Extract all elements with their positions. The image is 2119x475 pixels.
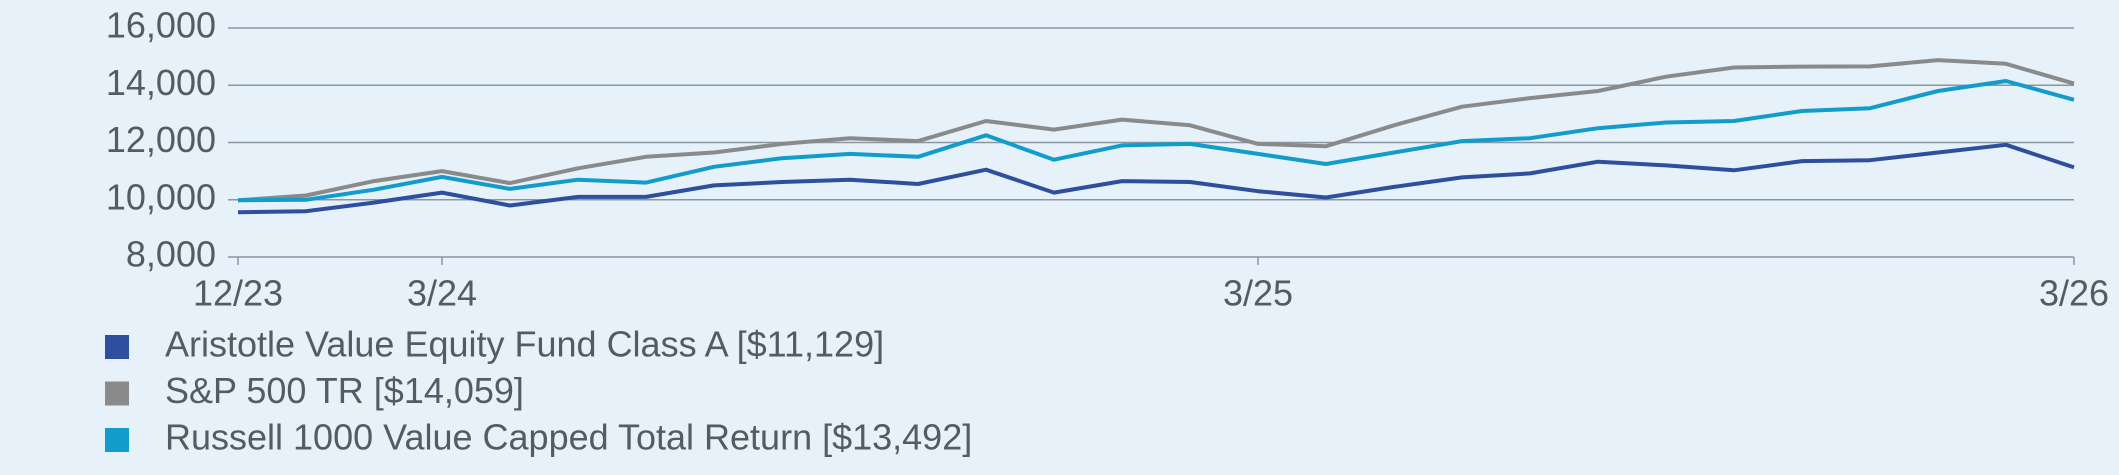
x-tick-label: 3/25: [1223, 273, 1293, 314]
legend-label: Russell 1000 Value Capped Total Return […: [165, 417, 972, 458]
series-line: [237, 58, 2075, 203]
legend-swatch: [105, 428, 129, 452]
y-tick-label: 16,000: [106, 5, 216, 46]
legend-swatch: [105, 381, 129, 406]
x-tick-label: 3/24: [407, 273, 477, 314]
legend-swatch: [105, 335, 129, 359]
y-tick-label: 14,000: [106, 62, 216, 103]
legend-label: Aristotle Value Equity Fund Class A [$11…: [165, 324, 884, 365]
x-tick-label: 12/23: [193, 273, 283, 314]
series-line: [237, 79, 2075, 203]
legend-label: S&P 500 TR [$14,059]: [165, 370, 524, 411]
y-tick-label: 8,000: [126, 234, 216, 275]
series-line: [237, 142, 2075, 215]
y-tick-label: 10,000: [106, 176, 216, 217]
x-tick-label: 3/26: [2039, 273, 2109, 314]
y-tick-label: 12,000: [106, 119, 216, 160]
